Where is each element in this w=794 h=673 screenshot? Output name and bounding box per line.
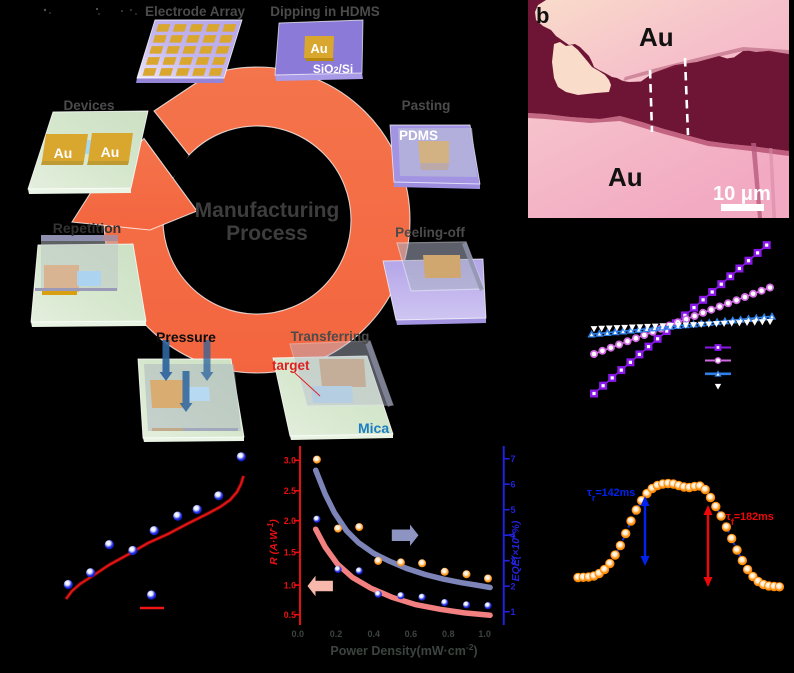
svg-text:Power Density(mW·cm-2): Power Density(mW·cm-2) <box>330 642 477 658</box>
svg-text:Au: Au <box>639 22 674 52</box>
svg-text:7: 7 <box>511 454 516 464</box>
svg-text:Transferring: Transferring <box>291 329 370 344</box>
svg-text:1: 1 <box>511 607 516 617</box>
svg-text:10 μm: 10 μm <box>713 183 771 205</box>
svg-text:PDMS: PDMS <box>399 128 438 143</box>
svg-text:Au: Au <box>101 144 120 160</box>
svg-text:b: b <box>536 3 549 28</box>
svg-text:R (A·W-1): R (A·W-1) <box>266 519 281 565</box>
svg-text:Mica: Mica <box>358 420 389 436</box>
svg-text:Dipping in HDMS: Dipping in HDMS <box>270 4 379 19</box>
svg-text:0.6: 0.6 <box>405 629 418 639</box>
svg-text:0.8: 0.8 <box>442 629 455 639</box>
svg-text:Pasting: Pasting <box>402 98 451 113</box>
svg-text:1.0: 1.0 <box>284 580 296 590</box>
svg-text:Peeling-off: Peeling-off <box>395 225 465 240</box>
svg-text:Manufacturing: Manufacturing <box>195 199 340 222</box>
svg-text:Electrode Array: Electrode Array <box>145 4 246 19</box>
svg-text:0.5: 0.5 <box>284 610 296 620</box>
svg-text:Repetition: Repetition <box>53 220 121 236</box>
svg-text:SiO2/Si: SiO2/Si <box>313 62 353 76</box>
svg-text:Process: Process <box>226 222 308 245</box>
svg-text:2: 2 <box>511 581 516 591</box>
svg-text:Au: Au <box>310 41 327 56</box>
svg-text:3: 3 <box>511 556 516 566</box>
svg-text:Pressure: Pressure <box>156 329 216 345</box>
svg-text:6: 6 <box>511 479 516 489</box>
svg-text:5: 5 <box>511 505 516 515</box>
svg-text:Au: Au <box>608 162 643 192</box>
svg-text:0.2: 0.2 <box>330 629 343 639</box>
svg-text:target: target <box>272 358 310 373</box>
svg-text:2.5: 2.5 <box>284 486 296 496</box>
svg-text:3.0: 3.0 <box>284 456 296 466</box>
svg-text:Au: Au <box>54 145 73 161</box>
svg-text:4: 4 <box>511 530 516 540</box>
svg-text:2.0: 2.0 <box>284 516 296 526</box>
svg-text:Devices: Devices <box>63 98 114 113</box>
svg-text:1.5: 1.5 <box>284 548 296 558</box>
svg-text:EQE(×104%): EQE(×104%) <box>508 520 523 581</box>
svg-text:0.4: 0.4 <box>367 629 380 639</box>
svg-text:1.0: 1.0 <box>478 629 491 639</box>
svg-text:0.0: 0.0 <box>291 629 304 639</box>
